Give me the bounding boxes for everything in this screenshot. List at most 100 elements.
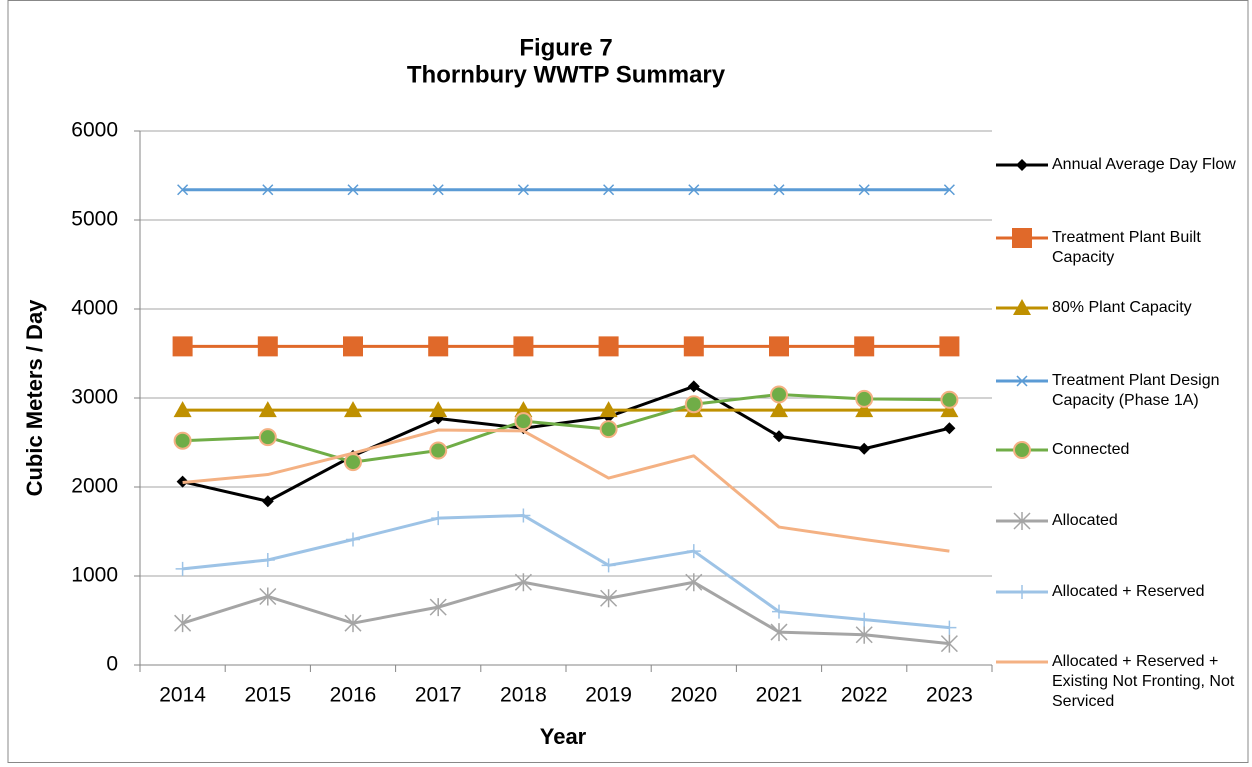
- marker-shape: [1013, 512, 1031, 530]
- marker-shape: [514, 412, 533, 431]
- marker: [517, 184, 529, 196]
- marker-shape: [514, 573, 532, 592]
- marker: [1013, 441, 1031, 459]
- marker: [855, 389, 874, 408]
- marker-shape: [1015, 585, 1029, 599]
- marker: [429, 441, 448, 460]
- marker-shape: [260, 552, 275, 567]
- marker: [854, 336, 875, 357]
- marker: [686, 544, 701, 559]
- x-tick-label: 2016: [330, 684, 377, 707]
- marker: [262, 184, 274, 196]
- marker: [940, 401, 959, 418]
- marker: [431, 511, 446, 526]
- marker-shape: [855, 401, 874, 418]
- y-tick-label: 6000: [71, 119, 118, 142]
- marker-shape: [683, 336, 704, 357]
- marker-shape: [855, 389, 874, 408]
- y-tick-label: 4000: [71, 297, 118, 320]
- marker-shape: [684, 395, 703, 414]
- marker: [1013, 299, 1031, 315]
- marker: [514, 573, 532, 592]
- marker: [601, 558, 616, 573]
- marker: [346, 532, 360, 547]
- marker-shape: [1012, 228, 1032, 248]
- marker-shape: [773, 184, 785, 196]
- y-tick-label: 2000: [71, 475, 118, 498]
- marker: [772, 604, 786, 619]
- marker: [259, 587, 277, 606]
- marker-shape: [858, 184, 870, 196]
- marker: [432, 184, 444, 196]
- marker: [172, 336, 193, 357]
- x-tick-label: 2023: [926, 684, 973, 707]
- marker: [429, 401, 448, 418]
- chart-subtitle: Thornbury WWTP Summary: [407, 61, 726, 88]
- marker-shape: [429, 441, 448, 460]
- marker-shape: [770, 385, 788, 404]
- marker-shape: [687, 380, 700, 393]
- marker: [1016, 375, 1028, 387]
- y-tick-label: 0: [106, 653, 118, 676]
- marker: [770, 401, 788, 418]
- x-tick-label: 2018: [500, 684, 547, 707]
- marker-shape: [258, 401, 277, 418]
- marker: [257, 336, 278, 357]
- marker: [1013, 512, 1031, 530]
- marker-shape: [601, 558, 616, 573]
- marker-shape: [517, 184, 529, 196]
- y-tick-label: 3000: [71, 386, 118, 409]
- marker-shape: [172, 336, 193, 357]
- marker: [173, 401, 192, 418]
- marker-shape: [344, 401, 362, 418]
- marker-shape: [428, 336, 449, 357]
- series-line: [182, 580, 950, 646]
- marker-shape: [173, 431, 192, 450]
- marker-shape: [1013, 441, 1031, 459]
- marker-shape: [599, 401, 618, 418]
- marker: [684, 395, 703, 414]
- marker-shape: [769, 336, 789, 357]
- legend-label: Allocated + Reserved: [1052, 583, 1205, 600]
- marker-shape: [858, 442, 871, 455]
- marker-shape: [1016, 159, 1028, 171]
- marker-shape: [257, 336, 278, 357]
- marker-shape: [599, 420, 618, 439]
- marker-shape: [344, 453, 362, 472]
- marker: [344, 614, 362, 633]
- marker-shape: [258, 428, 277, 447]
- legend-label: Annual Average Day Flow: [1052, 156, 1236, 173]
- marker: [855, 401, 874, 418]
- marker-shape: [940, 401, 959, 418]
- legend-label: Allocated + Reserved + Existing Not Fron…: [1052, 653, 1235, 710]
- marker-shape: [600, 589, 618, 608]
- x-tick-label: 2017: [415, 684, 462, 707]
- legend-label: Treatment Plant Built Capacity: [1052, 229, 1201, 266]
- marker: [858, 184, 870, 196]
- marker-shape: [940, 634, 958, 653]
- marker: [429, 598, 447, 617]
- marker: [939, 336, 960, 357]
- marker: [175, 561, 190, 576]
- marker: [174, 614, 192, 633]
- legend-label: Allocated: [1052, 512, 1118, 529]
- marker-shape: [939, 336, 960, 357]
- legend-label: Connected: [1052, 441, 1130, 458]
- marker-shape: [773, 430, 785, 443]
- marker-shape: [259, 587, 277, 606]
- marker: [343, 336, 363, 357]
- marker: [770, 623, 788, 642]
- marker-shape: [347, 184, 359, 196]
- marker: [258, 428, 277, 447]
- y-axis-label: Cubic Meters / Day: [22, 299, 47, 497]
- marker-shape: [943, 184, 955, 196]
- marker: [598, 336, 619, 357]
- marker: [260, 552, 275, 567]
- marker: [858, 442, 871, 455]
- marker: [855, 625, 873, 644]
- marker: [347, 184, 359, 196]
- marker: [261, 495, 274, 508]
- x-tick-label: 2015: [244, 684, 291, 707]
